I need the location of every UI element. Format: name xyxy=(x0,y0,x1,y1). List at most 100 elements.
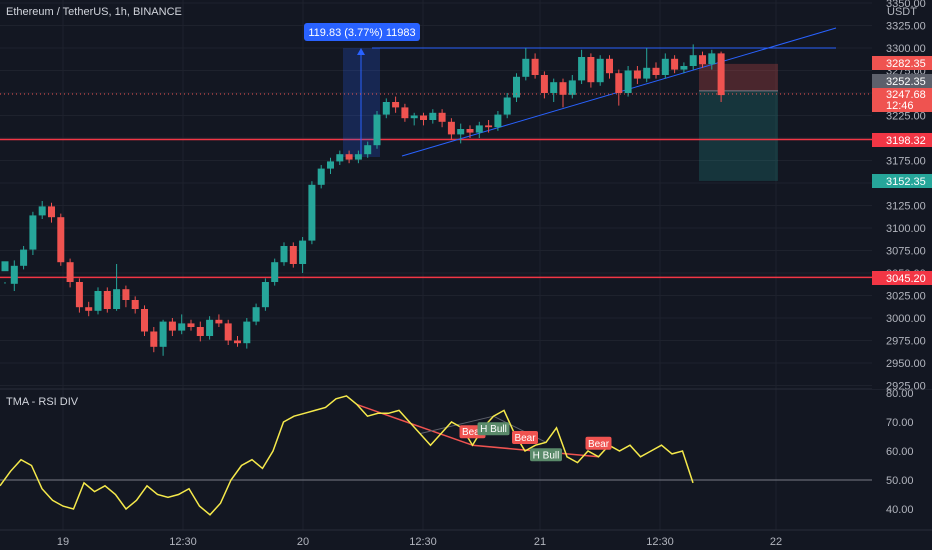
bear-signal-label: Bear xyxy=(514,433,536,444)
price-tick-label: 3175.00 xyxy=(886,156,926,168)
candle-body xyxy=(113,289,121,309)
time-tick-label: 22 xyxy=(770,536,782,548)
candle-body xyxy=(364,145,372,155)
time-ticks: 19 12:30 20 12:30 21 12:30 22 xyxy=(57,536,782,548)
candle-body xyxy=(75,282,83,308)
candle-body xyxy=(429,112,437,120)
candle-body xyxy=(271,262,279,282)
bull-signal-box xyxy=(477,422,510,436)
countdown-tag-text: 12:46 xyxy=(886,100,914,112)
candle-body xyxy=(141,309,148,332)
mid-level-tag xyxy=(872,133,932,147)
price-tick-label: 3000.00 xyxy=(886,313,926,325)
price-tick-label: 2925.00 xyxy=(886,381,926,393)
candle-body xyxy=(10,265,18,284)
candle-body xyxy=(196,327,204,336)
candle-body xyxy=(252,307,260,322)
candle-body xyxy=(280,246,288,263)
candle-body xyxy=(20,249,28,266)
candle-body xyxy=(373,114,381,146)
axis-currency: USDT xyxy=(887,6,917,18)
time-tick-label: 12:30 xyxy=(409,536,437,548)
symbol-title[interactable]: Ethereum / TetherUS, 1h, BINANCE xyxy=(6,6,182,18)
price-tags: 3282.35 3252.35 3247.68 12:46 3198.32 31… xyxy=(872,56,932,285)
candle-body xyxy=(215,319,223,324)
time-tick-label: 19 xyxy=(57,536,69,548)
candle-body xyxy=(624,70,632,93)
candle-body xyxy=(392,102,400,108)
candle-body xyxy=(122,289,130,300)
candle-body xyxy=(289,246,297,264)
candle-body xyxy=(522,58,530,77)
candle-body xyxy=(587,57,595,83)
bear-signal-box xyxy=(585,436,612,450)
candle-body xyxy=(559,82,567,95)
candle-body xyxy=(410,115,418,119)
candle-body xyxy=(447,121,455,135)
time-tick-label: 12:30 xyxy=(169,536,197,548)
rsi-line xyxy=(0,395,694,516)
low-level-tag xyxy=(872,271,932,285)
horizontal-levels[interactable] xyxy=(0,138,872,279)
candle-body xyxy=(382,102,390,115)
candle-body xyxy=(652,67,660,75)
candle-body xyxy=(103,291,111,309)
candle-body xyxy=(66,262,74,282)
candle-body xyxy=(299,240,307,264)
target-zone xyxy=(699,90,778,181)
candle-body xyxy=(38,206,46,216)
price-tick-label: 3300.00 xyxy=(886,43,926,55)
target-tag-text: 3152.35 xyxy=(886,176,926,188)
grid xyxy=(0,0,872,530)
last-price-tag xyxy=(872,88,932,112)
candle-body xyxy=(1,261,9,272)
candle-body xyxy=(671,58,679,70)
rsi-axis[interactable]: 80.00 70.00 60.00 50.00 40.00 xyxy=(872,388,932,530)
candle-body xyxy=(503,97,511,115)
entry-tag-text: 3252.35 xyxy=(886,76,926,88)
candle-body xyxy=(438,112,446,122)
candle-body xyxy=(606,58,613,74)
time-axis[interactable]: 19 12:30 20 12:30 21 12:30 22 xyxy=(0,529,932,548)
price-tick-label: 3225.00 xyxy=(886,111,926,123)
rsi-axis-bg xyxy=(872,390,932,530)
rsi-tick-label: 80.00 xyxy=(886,388,914,400)
price-tick-label: 3125.00 xyxy=(886,201,926,213)
candle-body xyxy=(178,323,186,331)
candle-body xyxy=(689,55,697,66)
candle-body xyxy=(85,307,93,311)
candle-body xyxy=(94,291,102,311)
time-tick-label: 21 xyxy=(534,536,546,548)
price-tick-label: 2975.00 xyxy=(886,336,926,348)
candle-body xyxy=(29,215,37,250)
candle-body xyxy=(485,125,493,128)
time-tick-label: 12:30 xyxy=(646,536,674,548)
candle-body xyxy=(596,58,604,83)
candles[interactable] xyxy=(1,44,725,356)
candle-body xyxy=(206,319,214,336)
candle-body xyxy=(234,340,241,344)
price-tick-label: 3100.00 xyxy=(886,223,926,235)
candle-body xyxy=(224,323,232,341)
candle-body xyxy=(336,154,344,162)
stop-tag xyxy=(872,56,932,70)
entry-tag xyxy=(872,74,932,88)
bear-signal-box xyxy=(512,431,538,444)
short-position-tool[interactable] xyxy=(699,63,778,181)
indicator-title[interactable]: TMA - RSI DIV xyxy=(6,396,79,408)
bull-signal-label: H Bull xyxy=(480,424,507,435)
candle-body xyxy=(150,331,158,347)
rsi-ticks: 80.00 70.00 60.00 50.00 40.00 xyxy=(886,388,914,516)
rsi-tick-label: 70.00 xyxy=(886,417,914,429)
candle-body xyxy=(615,73,623,93)
candle-body xyxy=(633,70,641,79)
rsi-tick-label: 40.00 xyxy=(886,504,914,516)
mid-level-tag-text: 3198.32 xyxy=(886,135,926,147)
candle-body xyxy=(261,282,269,308)
candle-body xyxy=(550,82,558,93)
candle-body xyxy=(317,168,325,185)
candle-body xyxy=(327,161,334,169)
candle-body xyxy=(243,321,251,344)
